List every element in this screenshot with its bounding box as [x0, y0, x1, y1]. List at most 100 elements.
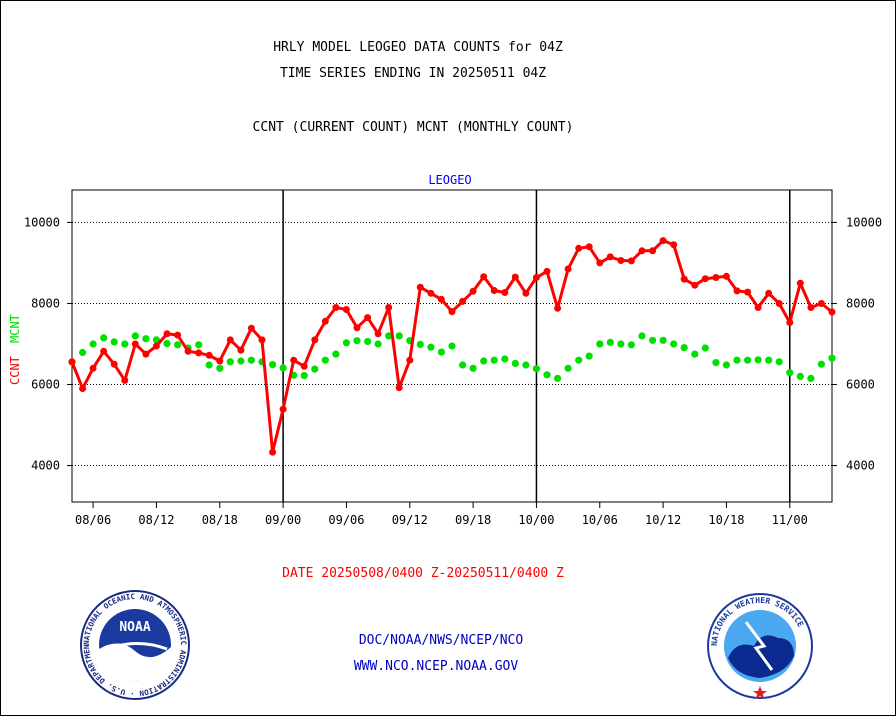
data-point-ccnt: [395, 384, 403, 392]
data-point-ccnt: [184, 347, 192, 355]
org-path-link[interactable]: DOC/NOAA/NWS/NCEP/NCO: [358, 633, 524, 648]
data-point-ccnt: [670, 241, 678, 249]
gridlines: [72, 221, 832, 467]
chart-title: LEOGEO: [428, 173, 471, 187]
y-tick-label-right: 10000: [846, 215, 882, 229]
data-point-ccnt: [796, 279, 804, 287]
data-point-ccnt: [237, 346, 245, 354]
data-point-ccnt: [585, 243, 593, 251]
x-tick-label: 09/12: [392, 513, 428, 527]
data-point-mcnt: [744, 356, 752, 364]
data-point-ccnt: [490, 287, 498, 294]
data-point-ccnt: [342, 306, 350, 313]
data-point-ccnt: [216, 357, 224, 365]
data-point-mcnt: [585, 352, 593, 360]
noaa-logo[interactable]: NATIONAL OCEANIC AND ATMOSPHERIC ADMINIS…: [79, 589, 191, 701]
series-ccnt: [68, 237, 836, 456]
data-point-mcnt: [606, 338, 614, 346]
y-tick-label-left: 10000: [24, 215, 60, 229]
data-point-mcnt: [300, 372, 308, 380]
data-point-ccnt: [269, 448, 277, 456]
data-point-mcnt: [733, 356, 741, 364]
data-point-mcnt: [163, 340, 171, 348]
x-tick-label: 10/06: [582, 513, 618, 527]
data-point-ccnt: [258, 336, 266, 344]
data-point-mcnt: [395, 332, 403, 340]
data-point-ccnt: [152, 342, 160, 350]
data-point-ccnt: [385, 304, 393, 311]
data-point-mcnt: [754, 356, 762, 364]
data-point-ccnt: [765, 289, 773, 297]
data-point-ccnt: [817, 300, 825, 307]
data-point-ccnt: [300, 362, 308, 370]
data-point-ccnt: [691, 281, 699, 289]
data-point-ccnt: [459, 297, 467, 305]
data-point-ccnt: [68, 358, 76, 366]
data-point-mcnt: [374, 340, 382, 348]
data-point-ccnt: [226, 336, 234, 344]
data-point-mcnt: [332, 350, 340, 358]
x-tick-label: 09/06: [328, 513, 364, 527]
y-tick-label-left: 8000: [31, 296, 60, 310]
x-tick-label: 10/00: [518, 513, 554, 527]
data-point-mcnt: [79, 348, 87, 357]
data-point-mcnt: [469, 364, 477, 372]
date-range-label: DATE 20250508/0400 Z-20250511/0400 Z: [282, 566, 564, 581]
data-point-mcnt: [817, 360, 826, 368]
y-tick-label-right: 8000: [846, 296, 875, 310]
day-separators: [282, 190, 791, 502]
y-tick-label-left: 6000: [31, 377, 60, 391]
data-point-ccnt: [522, 289, 530, 297]
data-point-ccnt: [511, 273, 519, 281]
data-point-mcnt: [174, 341, 182, 349]
data-point-ccnt: [79, 385, 87, 392]
data-point-ccnt: [554, 304, 562, 312]
data-point-mcnt: [89, 340, 97, 348]
data-point-ccnt: [416, 283, 424, 291]
data-point-ccnt: [680, 275, 688, 283]
data-point-ccnt: [564, 265, 572, 273]
data-point-ccnt: [807, 304, 815, 311]
data-point-mcnt: [596, 340, 604, 348]
data-point-ccnt: [501, 289, 509, 296]
data-point-ccnt: [448, 308, 456, 316]
data-point-mcnt: [353, 337, 361, 345]
data-point-mcnt: [670, 340, 678, 348]
data-point-ccnt: [290, 356, 298, 364]
website-link[interactable]: WWW.NCO.NCEP.NOAA.GOV: [353, 659, 519, 674]
data-point-mcnt: [195, 341, 203, 349]
data-point-ccnt: [532, 274, 540, 281]
data-point-ccnt: [353, 324, 361, 332]
data-point-ccnt: [205, 351, 213, 359]
nws-logo[interactable]: NATIONAL WEATHER SERVICE: [706, 592, 814, 700]
data-point-mcnt: [786, 369, 794, 377]
data-point-mcnt: [649, 336, 657, 344]
data-point-mcnt: [501, 355, 509, 363]
data-point-ccnt: [131, 340, 139, 348]
data-point-mcnt: [416, 340, 424, 348]
data-point-ccnt: [163, 330, 171, 338]
data-point-mcnt: [237, 357, 245, 365]
data-point-mcnt: [279, 364, 287, 372]
data-point-mcnt: [311, 365, 319, 373]
data-point-mcnt: [269, 361, 277, 369]
data-point-mcnt: [490, 356, 498, 364]
data-point-mcnt: [828, 354, 836, 362]
data-point-mcnt: [532, 365, 541, 373]
x-tick-label: 09/00: [265, 513, 301, 527]
data-point-mcnt: [142, 335, 150, 343]
data-point-ccnt: [786, 319, 794, 326]
data-point-ccnt: [722, 272, 730, 280]
x-tick-label: 11/00: [772, 513, 808, 527]
data-point-mcnt: [522, 361, 530, 369]
data-point-mcnt: [459, 361, 467, 369]
data-point-ccnt: [469, 287, 477, 295]
x-tick-label: 08/12: [138, 513, 174, 527]
data-point-mcnt: [247, 356, 255, 364]
data-point-ccnt: [659, 237, 667, 245]
data-point-ccnt: [110, 360, 118, 368]
data-point-mcnt: [342, 339, 350, 347]
data-point-mcnt: [659, 336, 667, 344]
data-point-ccnt: [701, 275, 709, 283]
data-point-ccnt: [437, 295, 445, 303]
